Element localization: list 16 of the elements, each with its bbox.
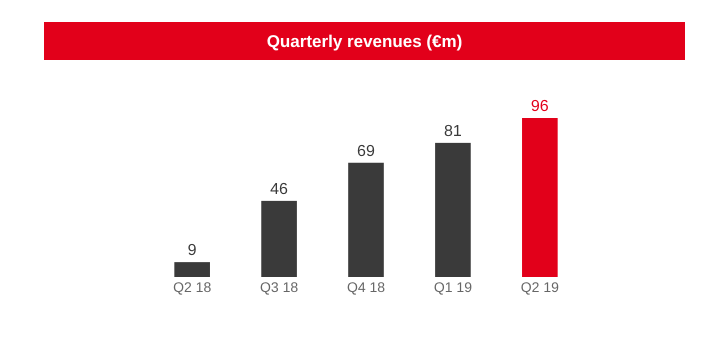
data-label: 9 (188, 242, 197, 260)
x-tick-label: Q4 18 (346, 279, 386, 295)
chart-title: Quarterly revenues (€m) (266, 32, 462, 51)
x-tick-label: Q3 18 (260, 279, 298, 295)
bar (435, 142, 471, 277)
x-tick-label: Q2 18 (173, 279, 212, 295)
data-label: 96 (530, 98, 549, 116)
bar (174, 262, 210, 277)
data-label: 46 (270, 180, 288, 198)
x-tick-label: Q1 19 (434, 279, 472, 295)
bar (348, 162, 384, 277)
x-tick-label: Q2 19 (520, 279, 560, 295)
bar (261, 200, 297, 277)
data-label: 81 (444, 122, 462, 140)
data-label: 69 (357, 142, 375, 160)
bar (522, 118, 558, 277)
